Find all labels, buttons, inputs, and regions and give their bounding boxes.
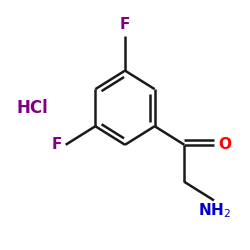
Text: HCl: HCl [16, 99, 48, 117]
Text: NH$_2$: NH$_2$ [198, 202, 230, 220]
Text: O: O [218, 137, 232, 152]
Text: F: F [120, 16, 130, 32]
Text: F: F [52, 137, 62, 152]
